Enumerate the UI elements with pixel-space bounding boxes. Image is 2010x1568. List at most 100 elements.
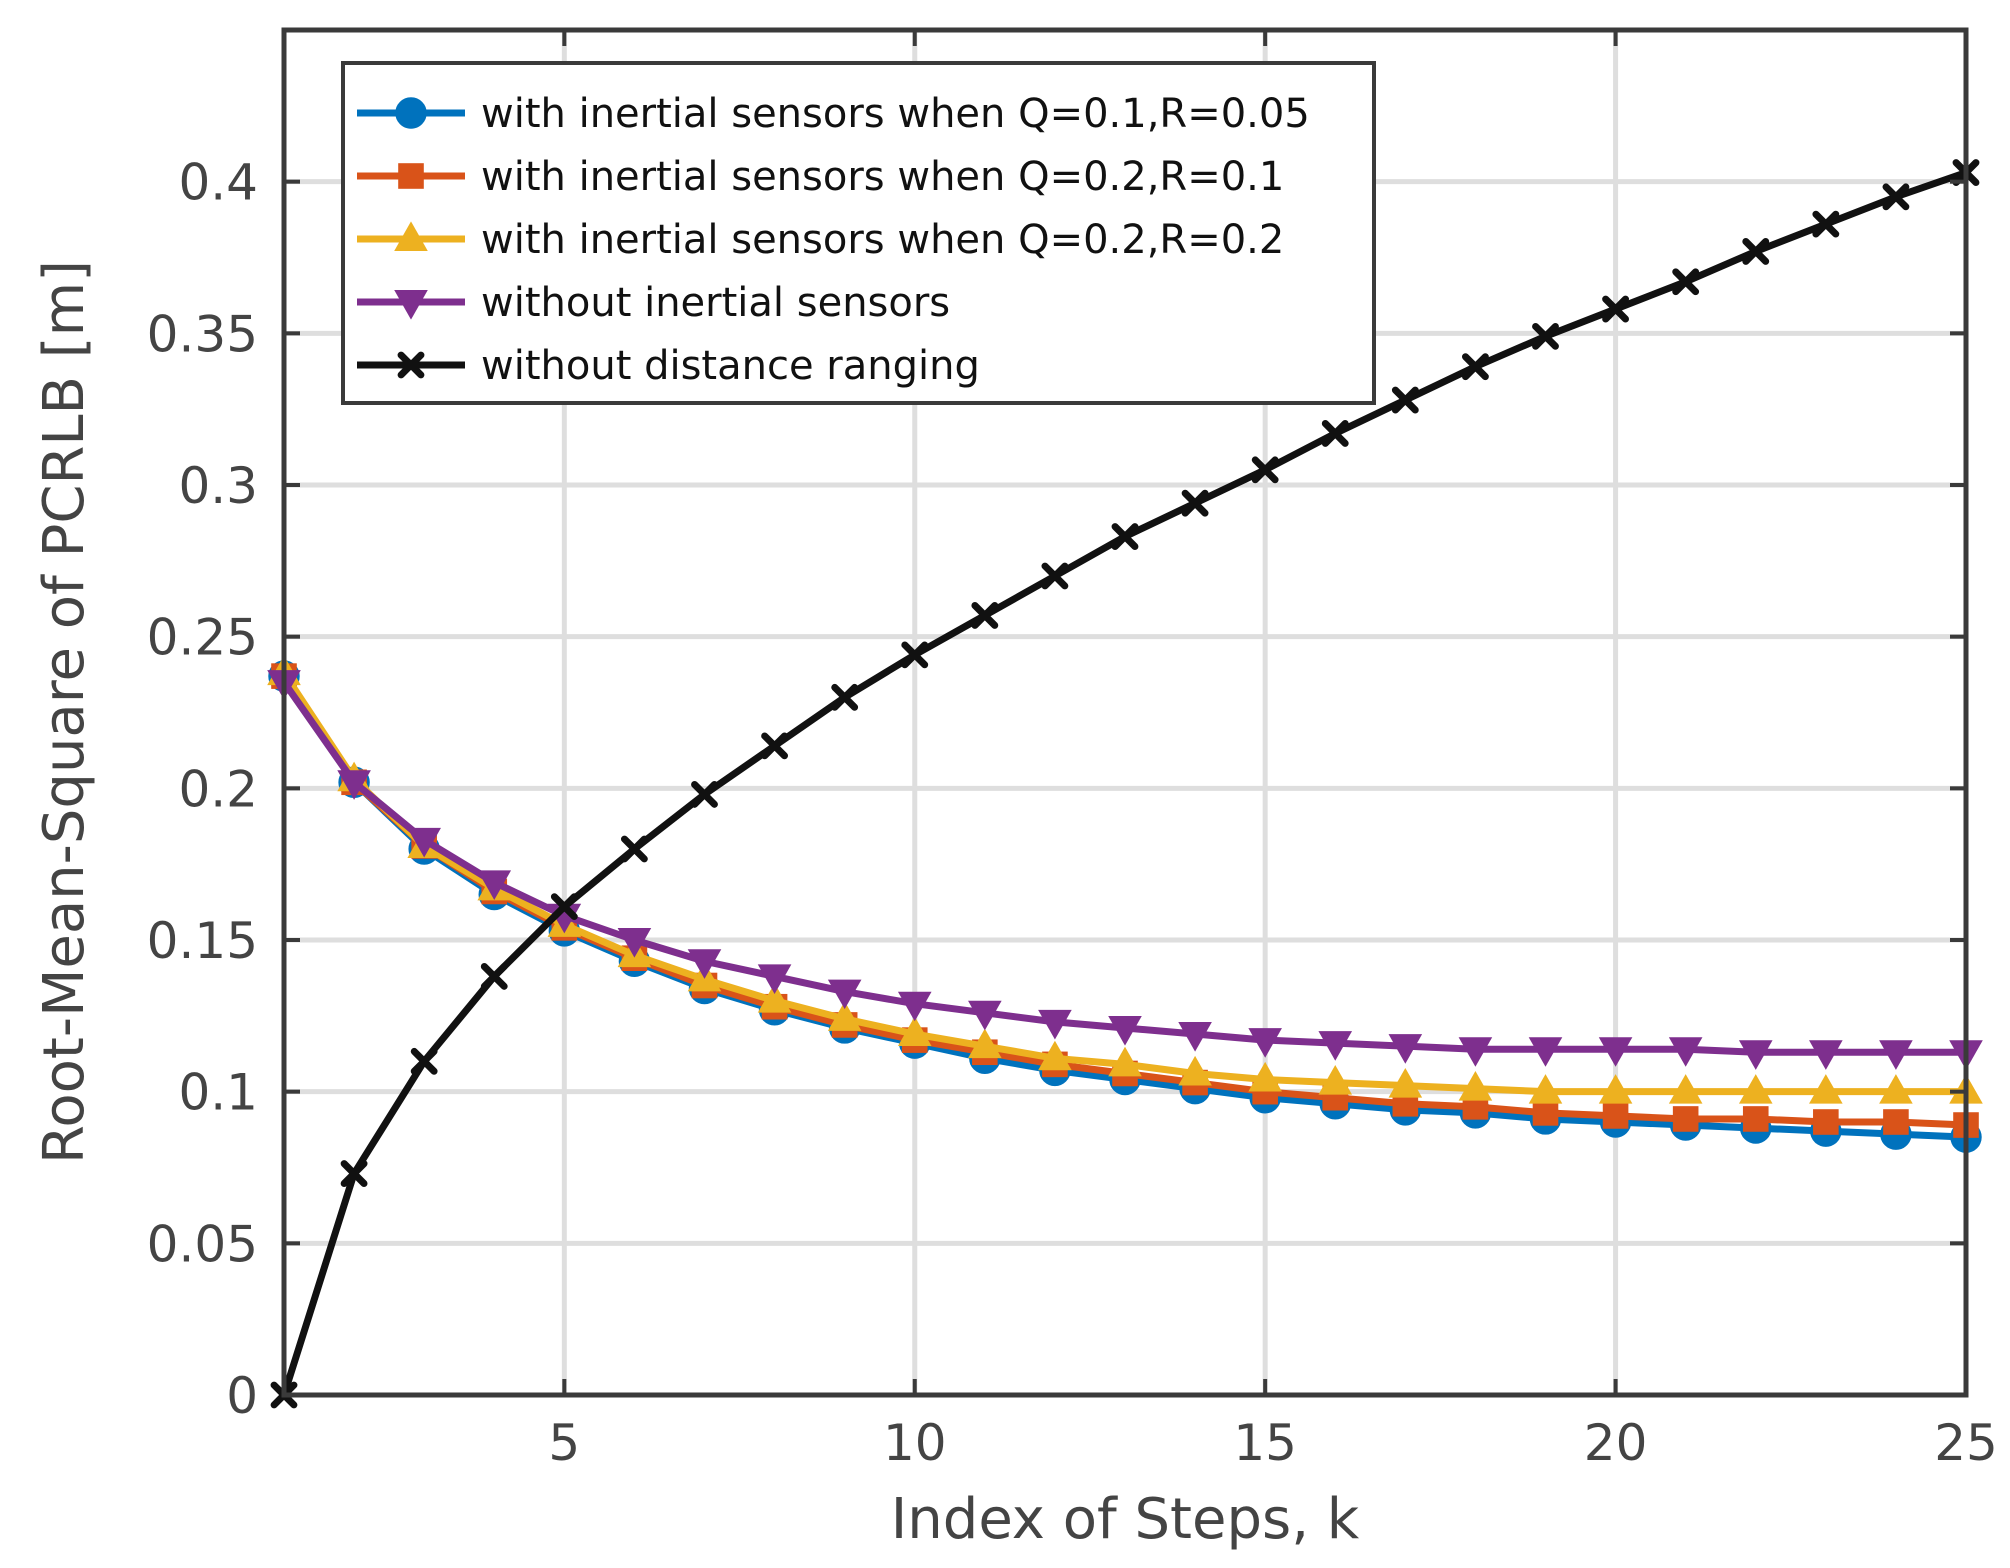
y-tick-label: 0.2 (178, 760, 258, 818)
legend-label: without inertial sensors (481, 280, 950, 326)
data-point-square (1602, 1103, 1629, 1129)
legend-entry: with inertial sensors when Q=0.2,R=0.1 (357, 154, 1284, 200)
y-axis-label: Root-Mean-Square of PCRLB [m] (32, 260, 97, 1164)
data-point-triangle-down (687, 949, 722, 979)
data-point-triangle-down (1388, 1034, 1423, 1064)
data-point-x (1111, 523, 1139, 550)
data-point-x (761, 732, 789, 760)
data-point-triangle-up (1598, 1074, 1633, 1104)
data-point-triangle-down (617, 928, 652, 958)
data-point-triangle-down (1178, 1022, 1212, 1052)
axes-box (281, 27, 1969, 1398)
legend-label: without distance ranging (481, 343, 980, 389)
data-point-triangle-up (1738, 1074, 1773, 1104)
data-point-x (1812, 210, 1840, 238)
data-point-triangle-up (757, 983, 792, 1013)
data-point-triangle-up (1458, 1071, 1493, 1101)
data-point-triangle-down (827, 979, 862, 1010)
data-point-x (410, 1047, 438, 1075)
data-point-square (1742, 1106, 1769, 1132)
data-point-triangle-down (1528, 1037, 1563, 1067)
data-point-x (480, 962, 508, 990)
y-tick-label: 0.3 (178, 457, 258, 515)
data-point-triangle-up (1108, 1046, 1142, 1077)
y-tick-label: 0.15 (147, 912, 258, 970)
legend-label: with inertial sensors when Q=0.2,R=0.1 (481, 154, 1284, 200)
legend-entry: with inertial sensors when Q=0.1,R=0.05 (357, 91, 1310, 137)
data-point-triangle-up (1528, 1074, 1563, 1104)
data-point-x (1181, 489, 1209, 517)
x-tick-label: 5 (548, 1414, 580, 1472)
series-5 (270, 159, 1980, 1409)
data-point-square (1672, 1106, 1699, 1132)
data-point-triangle-down (1738, 1040, 1773, 1070)
legend-box (341, 61, 1376, 405)
y-tick-label: 0.25 (147, 609, 258, 667)
data-point-x (691, 780, 718, 808)
data-point-triangle-up (1809, 1074, 1843, 1104)
data-point-triangle-up (394, 221, 428, 251)
data-point-triangle-down (1248, 1028, 1282, 1058)
data-point-triangle-down (1318, 1031, 1353, 1061)
legend: with inertial sensors when Q=0.1,R=0.05 w… (341, 61, 1376, 405)
data-point-x (1882, 183, 1910, 211)
y-tick-label: 0.1 (178, 1064, 258, 1122)
data-point-triangle-up (1318, 1064, 1353, 1095)
data-point-triangle-down (757, 964, 792, 994)
legend-label: with inertial sensors when Q=0.1,R=0.05 (481, 91, 1310, 137)
data-point-square (398, 163, 424, 189)
data-point-triangle-down (1598, 1037, 1633, 1067)
data-point-square (1883, 1109, 1909, 1135)
data-point-triangle-up (1248, 1061, 1282, 1092)
data-point-x (1602, 295, 1629, 323)
data-point-triangle-up (1388, 1068, 1423, 1098)
legend-entry: with inertial sensors when Q=0.2,R=0.2 (357, 217, 1284, 263)
data-point-triangle-down (1668, 1037, 1703, 1067)
data-point-triangle-down (968, 1000, 1002, 1031)
data-point-triangle-up (827, 1001, 862, 1031)
data-point-triangle-down (1879, 1040, 1913, 1070)
data-point-x (1251, 456, 1279, 484)
data-point-triangle-down (1108, 1015, 1142, 1046)
y-tick-label: 0.4 (178, 154, 258, 212)
data-point-triangle-up (1668, 1074, 1703, 1104)
legend-entry: without distance ranging (357, 343, 980, 389)
data-point-x (397, 351, 425, 379)
data-point-x (1462, 353, 1489, 381)
data-point-x (620, 835, 648, 863)
data-point-square (1813, 1109, 1839, 1135)
data-point-triangle-down (337, 770, 371, 800)
ticks: 5 10 15 20 25 0 0.05 0.1 0.15 0.2 0.25 0.3 0.35 0.4 (147, 30, 1998, 1472)
data-point-x (1672, 268, 1700, 296)
data-point-triangle-up (1178, 1055, 1212, 1086)
data-point-triangle-down (1809, 1040, 1843, 1070)
x-tick-label: 10 (883, 1414, 947, 1472)
data-point-triangle-down (1458, 1037, 1493, 1067)
data-point-triangle-down (477, 870, 512, 900)
data-point-x (901, 641, 929, 669)
data-point-x (1532, 322, 1559, 350)
data-point-triangle-down (897, 991, 932, 1022)
data-point-circle (395, 97, 427, 129)
data-point-square (1532, 1100, 1559, 1126)
y-tick-label: 0 (226, 1367, 258, 1425)
legend-entry: without inertial sensors (357, 280, 950, 326)
data-point-triangle-up (897, 1016, 932, 1047)
data-point-x (550, 893, 578, 921)
data-point-triangle-up (968, 1028, 1002, 1059)
x-tick-label: 15 (1233, 1414, 1297, 1472)
x-tick-label: 25 (1934, 1414, 1998, 1472)
data-point-x (1041, 562, 1069, 590)
legend-label: with inertial sensors when Q=0.2,R=0.2 (481, 217, 1284, 263)
data-point-x (831, 683, 859, 711)
data-point-x (1391, 386, 1419, 414)
data-point-triangle-down (1038, 1009, 1072, 1040)
data-point-x (971, 602, 999, 629)
y-tick-label: 0.05 (147, 1215, 258, 1273)
y-tick-label: 0.35 (147, 305, 258, 363)
data-point-x (1742, 238, 1770, 265)
data-point-triangle-down (394, 290, 428, 320)
data-point-triangle-up (1879, 1074, 1913, 1104)
series-4 (267, 670, 1983, 1070)
